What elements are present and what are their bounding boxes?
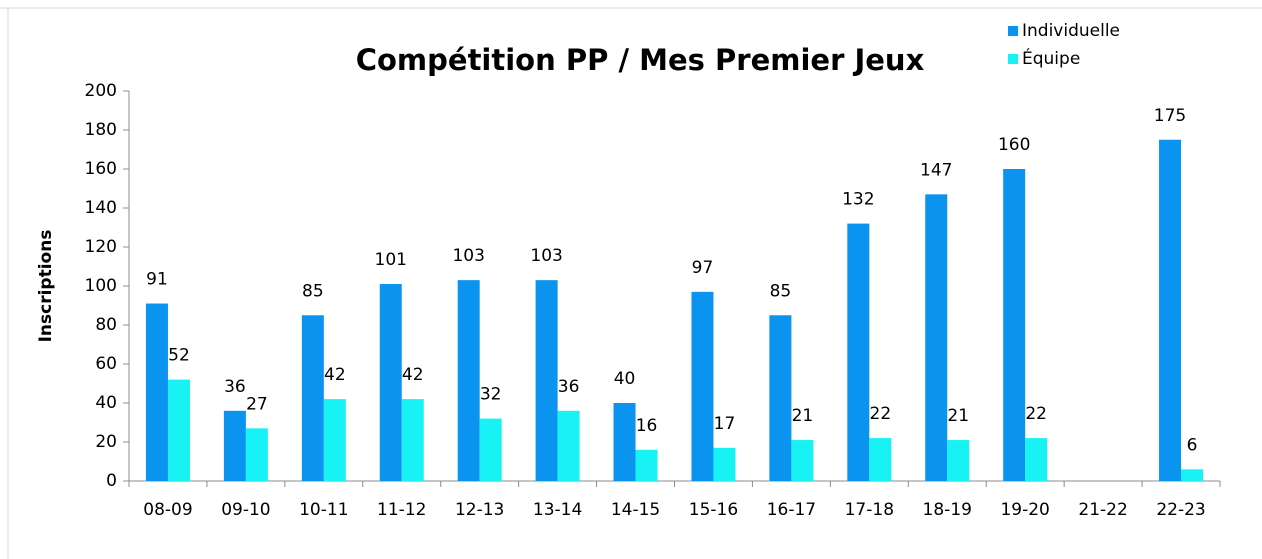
data-label: 17 [714, 414, 736, 434]
x-tick-label: 09-10 [221, 500, 270, 520]
data-label: 175 [1154, 106, 1186, 126]
data-label: 42 [402, 365, 424, 385]
chart-title: Compétition PP / Mes Premier Jeux [356, 43, 925, 77]
legend-swatch [1008, 26, 1018, 36]
y-tick-label: 180 [85, 120, 117, 140]
bar [323, 399, 346, 481]
bar [1159, 139, 1182, 481]
data-label: 40 [614, 369, 636, 389]
y-tick-label: 40 [95, 393, 117, 413]
data-label: 22 [1025, 404, 1047, 424]
legend-swatch [1008, 54, 1018, 64]
x-tick-label: 11-12 [377, 500, 426, 520]
x-tick-label: 19-20 [1000, 500, 1049, 520]
data-label: 36 [224, 377, 246, 397]
bar [713, 447, 736, 481]
x-tick-label: 13-14 [533, 500, 582, 520]
bar [535, 280, 558, 481]
data-label: 21 [792, 406, 814, 426]
legend-label: Individuelle [1022, 21, 1120, 41]
data-label: 147 [920, 160, 952, 180]
y-axis-label: Inscriptions [36, 230, 56, 343]
data-label: 36 [558, 377, 580, 397]
x-tick-label: 18-19 [923, 500, 972, 520]
bar [223, 410, 246, 481]
data-label: 52 [168, 346, 190, 366]
data-label: 103 [530, 246, 562, 266]
bar [401, 399, 424, 481]
bar [301, 315, 324, 481]
bar [1003, 169, 1026, 481]
data-label: 97 [692, 258, 714, 278]
bar [479, 418, 502, 481]
data-label: 85 [770, 281, 792, 301]
x-tick-label: 10-11 [299, 500, 348, 520]
data-label: 16 [636, 416, 658, 436]
bar [145, 303, 168, 481]
bar [691, 291, 714, 481]
y-tick-label: 120 [85, 237, 117, 257]
x-tick-label: 14-15 [611, 500, 660, 520]
data-label: 132 [842, 190, 874, 210]
y-tick-label: 160 [85, 159, 117, 179]
y-tick-label: 200 [85, 81, 117, 101]
bar [925, 194, 948, 481]
x-tick-label: 15-16 [689, 500, 738, 520]
x-tick-label: 22-23 [1156, 500, 1205, 520]
data-label: 22 [870, 404, 892, 424]
x-tick-label: 17-18 [845, 500, 894, 520]
bar [1181, 469, 1204, 481]
data-label: 91 [146, 270, 168, 290]
y-tick-label: 140 [85, 198, 117, 218]
data-label: 103 [452, 246, 484, 266]
bar [245, 428, 268, 481]
data-label: 101 [375, 250, 407, 270]
data-label: 32 [480, 385, 502, 405]
x-tick-label: 12-13 [455, 500, 504, 520]
data-label: 85 [302, 281, 324, 301]
bar [869, 438, 892, 481]
x-tick-label: 08-09 [143, 500, 192, 520]
y-tick-label: 80 [95, 315, 117, 335]
bar [791, 440, 814, 481]
bar [167, 379, 190, 481]
bar [457, 280, 480, 481]
bar [613, 403, 636, 481]
data-label: 42 [324, 365, 346, 385]
x-tick-label: 21-22 [1078, 500, 1127, 520]
y-tick-label: 0 [106, 471, 117, 491]
data-label: 27 [246, 394, 268, 414]
data-label: 160 [998, 135, 1030, 155]
data-label: 6 [1187, 435, 1198, 455]
bar [769, 315, 792, 481]
legend-label: Équipe [1022, 47, 1080, 69]
x-tick-label: 16-17 [767, 500, 816, 520]
data-label: 21 [947, 406, 969, 426]
bar [1025, 438, 1048, 481]
y-tick-label: 20 [95, 432, 117, 452]
y-tick-label: 60 [95, 354, 117, 374]
bar [847, 223, 870, 481]
bar [947, 440, 970, 481]
bar [379, 284, 402, 481]
bar [557, 410, 580, 481]
y-tick-label: 100 [85, 276, 117, 296]
bar [635, 449, 658, 481]
